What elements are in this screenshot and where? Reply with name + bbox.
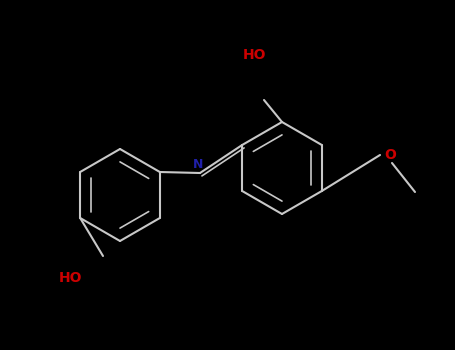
Text: N: N bbox=[193, 159, 203, 172]
Text: HO: HO bbox=[243, 48, 267, 62]
Text: O: O bbox=[384, 148, 396, 162]
Text: HO: HO bbox=[58, 271, 82, 285]
